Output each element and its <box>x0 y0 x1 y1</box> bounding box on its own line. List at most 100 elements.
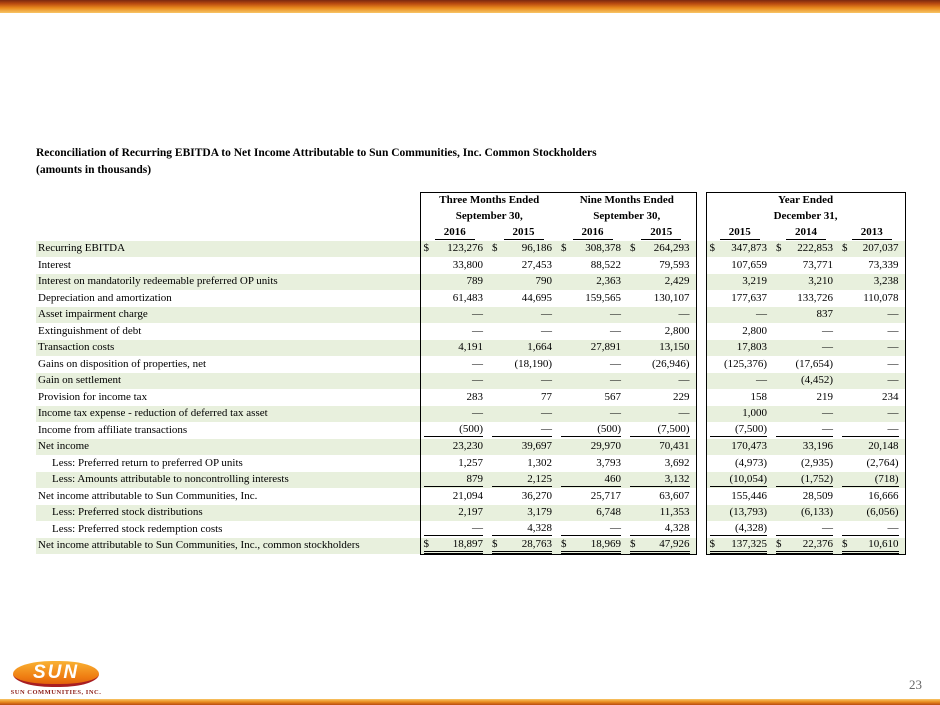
amount: 1,000 <box>742 407 768 420</box>
amount: — <box>822 341 834 354</box>
value-cell: — <box>705 306 774 323</box>
amount: 3,179 <box>527 506 553 519</box>
value-cell: (17,654) <box>773 356 839 373</box>
value-cell: 70,431 <box>627 438 697 455</box>
value: — <box>492 423 553 438</box>
value: $264,293 <box>630 242 690 255</box>
value: 21,094 <box>424 490 483 503</box>
amount: 23,230 <box>452 440 483 453</box>
spacer-cell <box>696 372 707 389</box>
value: — <box>424 324 483 338</box>
value: 63,607 <box>630 490 689 503</box>
value-cell: $207,037 <box>839 240 906 257</box>
table-row: Income tax expense - reduction of deferr… <box>36 405 906 422</box>
value-cell: 44,695 <box>489 290 558 307</box>
value: — <box>842 341 899 354</box>
value: (4,452) <box>776 374 833 387</box>
value-cell: $22,376 <box>773 537 840 555</box>
bottom-accent-bar <box>0 699 940 705</box>
amount: 207,037 <box>862 242 899 255</box>
amount: 79,593 <box>659 258 690 271</box>
value-cell: — <box>839 356 906 373</box>
value: (26,946) <box>630 358 690 371</box>
col-header-year: 2013 <box>839 224 906 241</box>
value-cell: 2,429 <box>627 273 697 290</box>
value: 20,148 <box>842 440 898 453</box>
spacer-cell <box>696 422 707 439</box>
amount: (500) <box>597 423 622 436</box>
value: (7,500) <box>709 423 768 438</box>
value: 567 <box>561 391 622 404</box>
amount: — <box>541 407 553 420</box>
spacer-cell <box>696 224 707 241</box>
value-cell: $347,873 <box>705 240 774 257</box>
value: $28,763 <box>492 538 553 554</box>
value-cell: 229 <box>627 389 697 406</box>
spacer-cell <box>696 389 707 406</box>
value-cell: — <box>419 521 489 538</box>
value: 177,637 <box>710 292 767 305</box>
value-cell: — <box>558 356 627 373</box>
table-row: Less: Amounts attributable to noncontrol… <box>36 471 906 488</box>
row-label: Income from affiliate transactions <box>38 423 188 436</box>
value-cell: (6,133) <box>773 504 840 521</box>
year-underline: 2013 <box>851 226 892 240</box>
value-cell: — <box>558 521 627 538</box>
amount: 837 <box>816 308 834 321</box>
amount: (7,500) <box>734 423 768 436</box>
value: 88,522 <box>561 259 621 272</box>
value-cell: 28,509 <box>773 488 839 505</box>
value: — <box>492 374 552 387</box>
amount: 6,748 <box>596 506 622 519</box>
value: — <box>492 325 552 338</box>
table-row: Less: Preferred stock distributions 2,197… <box>36 504 906 521</box>
table-row: Income from affiliate transactions (500) —… <box>36 422 906 439</box>
amount: 1,664 <box>527 341 553 354</box>
amount: — <box>472 324 483 337</box>
table-row: Less: Preferred stock redemption costs — 4… <box>36 521 906 538</box>
col-header-empty <box>36 193 420 209</box>
value: — <box>776 341 833 354</box>
amount: 2,800 <box>742 324 768 337</box>
spacer-cell <box>696 240 707 257</box>
amount: 2,363 <box>596 275 622 288</box>
value-cell: (500) <box>419 422 489 439</box>
amount: 36,270 <box>521 489 553 502</box>
value-cell: 159,565 <box>558 290 627 307</box>
value-cell: 219 <box>773 389 839 406</box>
currency-symbol: $ <box>776 242 782 255</box>
year-underline: 2016 <box>572 226 613 240</box>
value: (4,328) <box>709 522 768 537</box>
amount: 25,717 <box>590 489 622 502</box>
amount: 3,692 <box>664 456 690 469</box>
sun-logo-caption: SUN COMMUNITIES, INC. <box>10 689 102 696</box>
value: 110,078 <box>842 292 898 305</box>
col-header-empty <box>36 209 420 225</box>
currency-symbol: $ <box>561 537 567 550</box>
amount: — <box>472 308 483 321</box>
value: 155,446 <box>710 490 767 503</box>
value-cell: — <box>419 372 489 389</box>
value-cell: 20,148 <box>839 438 906 455</box>
table-row: Depreciation and amortization 61,483 44,69… <box>36 290 906 307</box>
spacer-cell <box>696 488 707 505</box>
row-label: Income tax expense - reduction of deferr… <box>36 405 420 422</box>
amount: 88,522 <box>590 258 622 271</box>
amount: — <box>822 423 834 436</box>
value-cell: (718) <box>839 471 906 488</box>
value-cell: 234 <box>839 389 906 406</box>
amount: 3,238 <box>873 275 899 288</box>
value-cell: $123,276 <box>419 240 489 257</box>
currency-symbol: $ <box>423 242 430 255</box>
value: 33,196 <box>776 440 833 453</box>
value-cell: 2,800 <box>627 323 697 340</box>
value: (18,190) <box>492 358 552 371</box>
value-cell: 33,196 <box>773 438 840 455</box>
amount: 1,257 <box>458 456 483 469</box>
amount: — <box>610 374 622 387</box>
sun-logo-mark: SUN <box>13 661 99 687</box>
value-cell: $18,969 <box>558 537 628 555</box>
value-cell: 3,219 <box>705 273 774 290</box>
amount: — <box>822 324 834 337</box>
value: — <box>423 522 483 537</box>
